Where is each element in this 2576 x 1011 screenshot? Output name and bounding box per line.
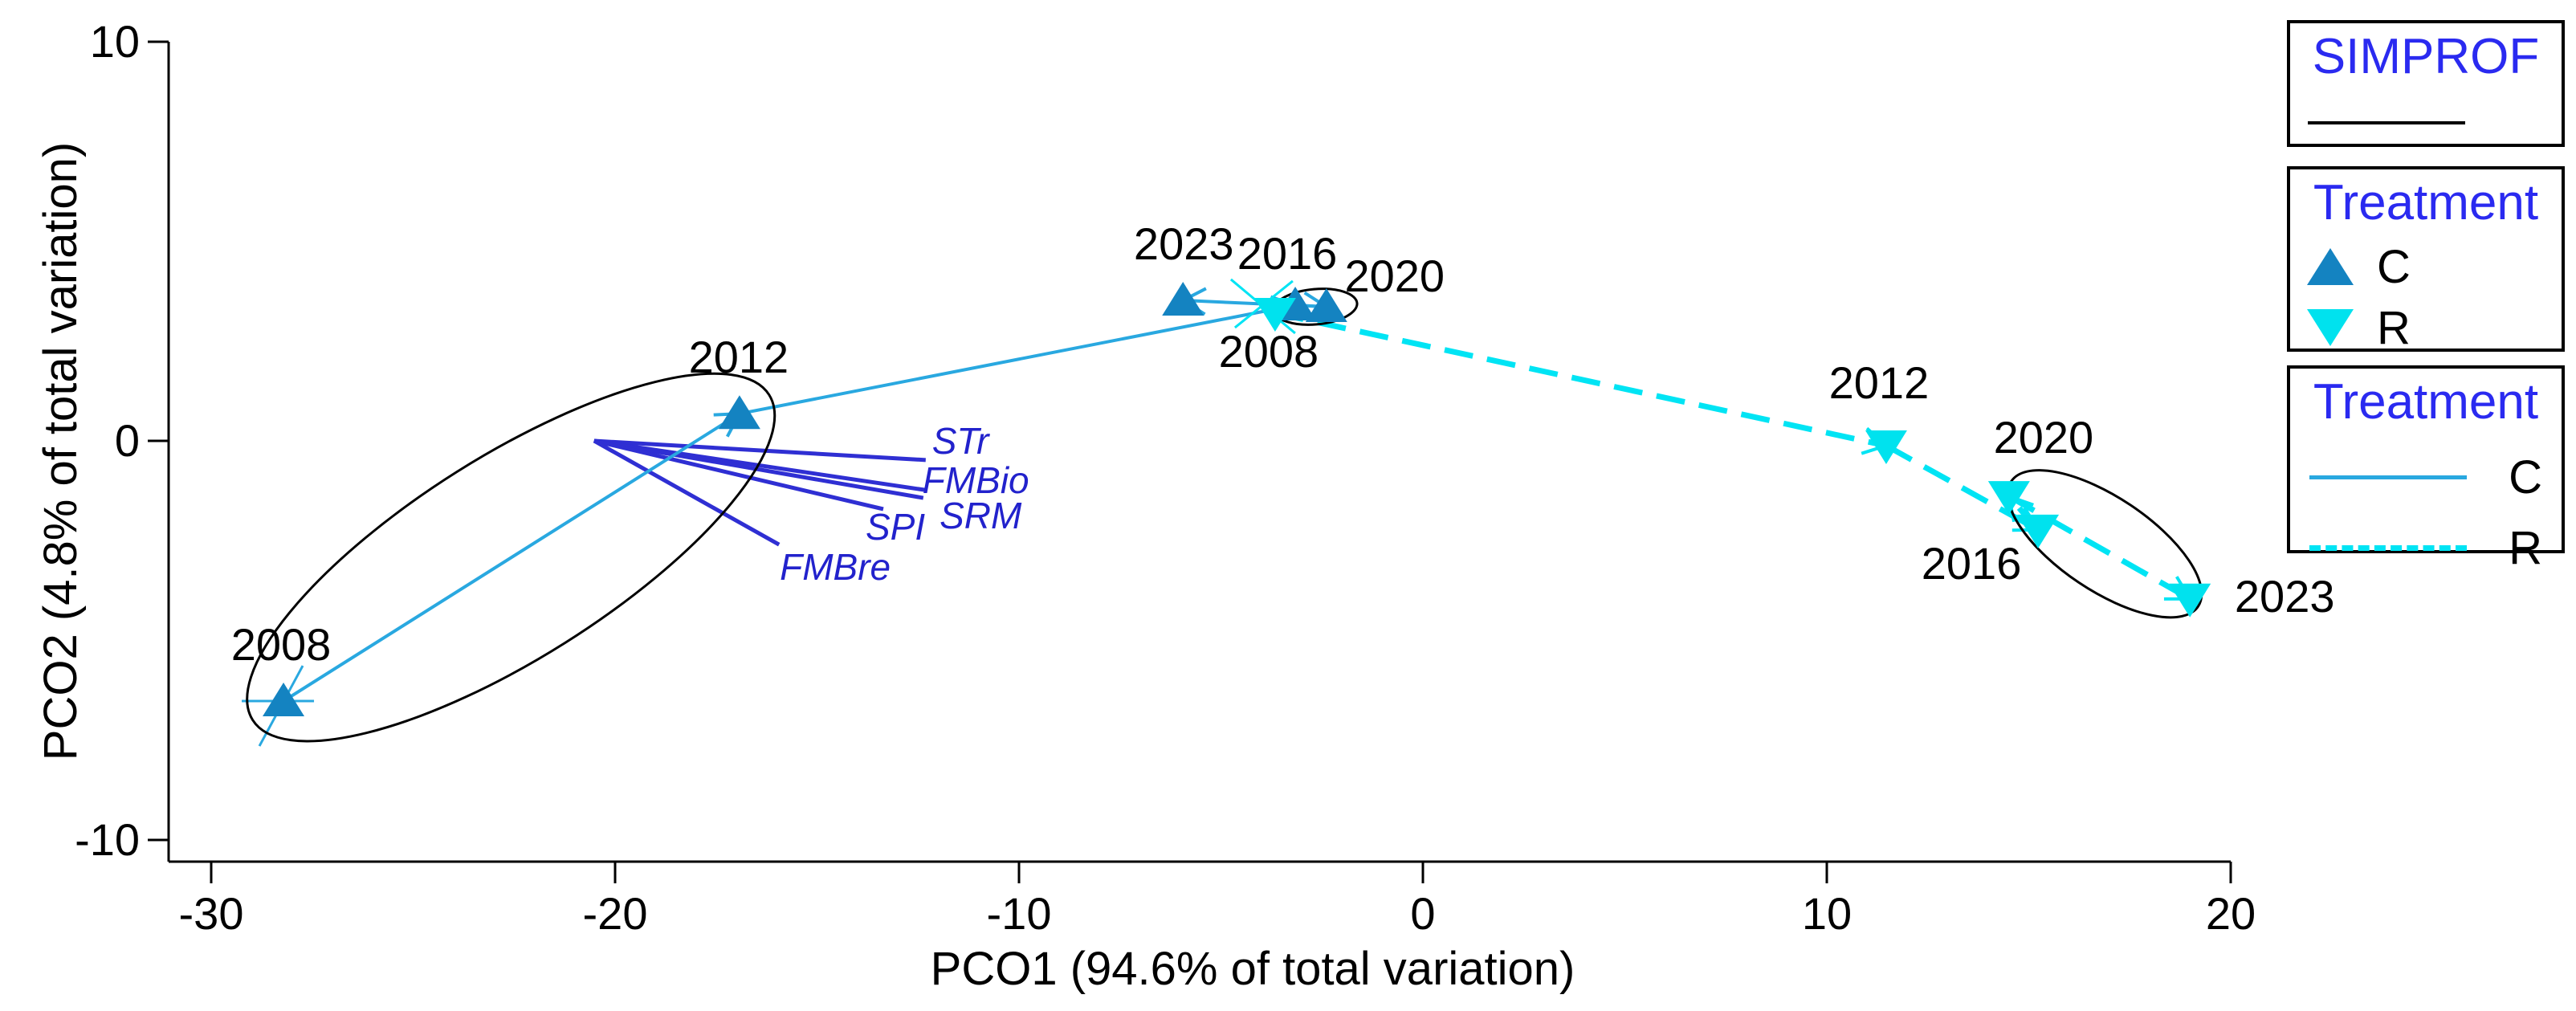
legend-item-line-c[interactable]: C bbox=[2309, 451, 2542, 503]
vector-SPI bbox=[593, 438, 884, 512]
axes: -30 -20 -10 0 10 20 -10 0 10 PCO1 (94.6% of total… bbox=[35, 16, 2256, 995]
sample-points bbox=[263, 282, 2211, 717]
y-axis-title: PCO2 (4.8% of total variation) bbox=[35, 142, 87, 760]
point-R-2008[interactable] bbox=[1253, 297, 1296, 332]
point-R-2020[interactable] bbox=[1987, 481, 2030, 516]
solid-line-icon bbox=[2309, 475, 2467, 479]
vector-SRM bbox=[593, 438, 924, 500]
vector-label-SRM: SRM bbox=[940, 495, 1022, 536]
x-tick-label: 10 bbox=[1802, 888, 1852, 939]
dashed-line-icon bbox=[2309, 544, 2467, 551]
simprof-ellipse-1 bbox=[246, 372, 776, 743]
x-tick-label: -30 bbox=[179, 888, 244, 939]
y-tick-label: 0 bbox=[115, 415, 140, 466]
legend-item-label: R bbox=[2509, 521, 2542, 574]
x-tick-label: -20 bbox=[583, 888, 648, 939]
point-C-2008[interactable] bbox=[263, 683, 305, 717]
legend-item-label: C bbox=[2509, 450, 2542, 503]
legend-item-label: R bbox=[2377, 301, 2411, 354]
x-tick-label: -10 bbox=[987, 888, 1052, 939]
vector-label-SPI: SPI bbox=[866, 506, 925, 548]
year-label-R-2012: 2012 bbox=[1829, 357, 1930, 408]
trajectory-C-2008-2012 bbox=[282, 412, 743, 703]
simprof-line-sample bbox=[2308, 121, 2465, 124]
year-label-R-2008: 2008 bbox=[1219, 326, 1319, 377]
year-label-C-2008: 2008 bbox=[231, 619, 332, 670]
trajectory-R-2020-2023 bbox=[2007, 494, 2193, 601]
trajectories bbox=[242, 278, 2193, 747]
legend-simprof-title: SIMPROF bbox=[2312, 29, 2540, 84]
vector-STr bbox=[593, 438, 926, 463]
legend-item-label: C bbox=[2377, 240, 2411, 293]
legend-item-treatment-c[interactable]: C bbox=[2305, 240, 2562, 293]
vector-label-FMBio: FMBio bbox=[923, 459, 1029, 501]
legend-item-treatment-r[interactable]: R bbox=[2305, 301, 2562, 354]
year-label-C-2012: 2012 bbox=[689, 332, 789, 382]
y-tick-label: -10 bbox=[75, 814, 140, 865]
triangle-up-icon bbox=[2305, 248, 2356, 285]
x-axis-title: PCO1 (94.6% of total variation) bbox=[931, 943, 1575, 995]
triangle-down-icon bbox=[2305, 309, 2356, 346]
year-label-R-2016: 2016 bbox=[1922, 538, 2022, 589]
year-label-C-2016: 2016 bbox=[1237, 228, 1338, 279]
point-R-2023[interactable] bbox=[2169, 583, 2211, 618]
x-tick-label: 0 bbox=[1410, 888, 1435, 939]
point-R-2016[interactable] bbox=[2017, 514, 2060, 548]
vector-FMBre bbox=[593, 438, 781, 547]
legend-treatment-lines: Treatment C R bbox=[2287, 365, 2565, 574]
year-label-C-2020: 2020 bbox=[1344, 251, 1445, 301]
year-label-R-2023: 2023 bbox=[2235, 571, 2335, 622]
legend-treatment-symbols-title: Treatment bbox=[2313, 175, 2539, 230]
point-C-2012[interactable] bbox=[718, 395, 760, 430]
vector-label-STr: STr bbox=[932, 420, 990, 462]
legend-item-line-r[interactable]: R bbox=[2309, 522, 2542, 574]
year-label-C-2023: 2023 bbox=[1134, 218, 1234, 269]
trajectory-R-2008-2012 bbox=[1274, 310, 1889, 455]
point-R-2012[interactable] bbox=[1865, 430, 1907, 464]
legend-simprof: SIMPROF bbox=[2287, 20, 2565, 147]
point-C-2023[interactable] bbox=[1162, 282, 1204, 316]
vector-label-FMBre: FMBre bbox=[780, 546, 891, 588]
legend-treatment-symbols: Treatment C R bbox=[2287, 166, 2565, 354]
point-C-2020[interactable] bbox=[1305, 288, 1347, 323]
year-label-R-2020: 2020 bbox=[1994, 412, 2094, 463]
legend-treatment-lines-title: Treatment bbox=[2313, 374, 2539, 430]
y-tick-label: 10 bbox=[90, 16, 140, 67]
trajectory-C-2012-2016 bbox=[739, 295, 1299, 416]
x-tick-label: 20 bbox=[2206, 888, 2256, 939]
